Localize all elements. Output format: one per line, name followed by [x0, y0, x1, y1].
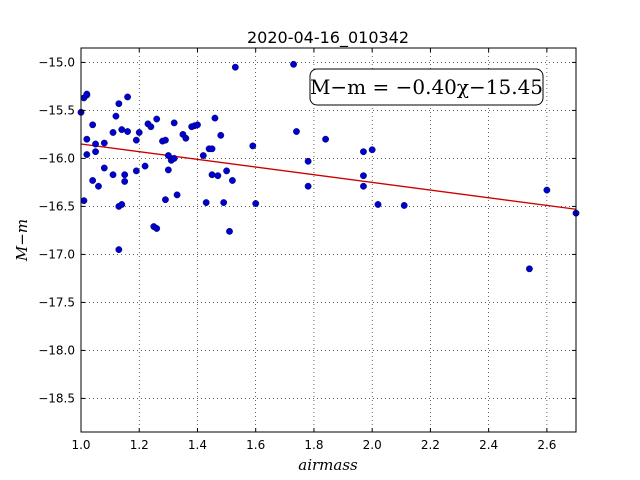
x-tick-label: 1.2 [130, 438, 149, 452]
x-tick-label: 1.8 [304, 438, 323, 452]
data-point [170, 119, 178, 127]
data-point [226, 227, 233, 235]
data-point [109, 129, 117, 136]
data-point [223, 167, 230, 175]
data-point [400, 202, 408, 209]
x-tick-label: 1.4 [188, 438, 207, 452]
data-point [182, 134, 190, 142]
annotation-text: M−m = −0.40χ−15.45 [310, 75, 543, 99]
data-point [231, 63, 239, 71]
data-point [153, 115, 161, 123]
data-point [214, 172, 222, 180]
data-point [368, 146, 376, 154]
data-point [211, 114, 219, 122]
data-point [229, 177, 236, 184]
data-point [153, 225, 161, 232]
data-point [118, 126, 126, 134]
data-point [360, 182, 367, 190]
data-point [293, 128, 300, 135]
data-point [95, 182, 102, 190]
fit-line [80, 143, 577, 210]
y-tick-label: −15.5 [38, 103, 75, 117]
data-point [115, 246, 123, 254]
data-point [121, 171, 129, 179]
annotation-box [309, 68, 544, 106]
y-tick-label: −17.0 [38, 247, 75, 261]
data-point [115, 100, 123, 108]
data-point [162, 136, 169, 144]
x-tick-label: 1.6 [246, 438, 265, 452]
data-point [217, 131, 225, 139]
data-point [208, 145, 216, 153]
data-point [526, 265, 533, 273]
y-tick-label: −16.5 [38, 199, 75, 213]
grid-lines [80, 48, 576, 432]
data-point [124, 128, 131, 135]
data-point [543, 186, 551, 194]
data-point [208, 171, 216, 179]
data-point [92, 148, 99, 156]
data-point [360, 148, 367, 156]
data-point [141, 162, 149, 170]
x-tick-label: 2.0 [363, 438, 382, 452]
y-tick-label: −18.0 [38, 343, 75, 357]
data-point [118, 201, 126, 208]
data-point [170, 154, 178, 162]
x-tick-label: 1.0 [71, 438, 90, 452]
x-tick-label: 2.2 [421, 438, 440, 452]
data-point [89, 177, 97, 184]
data-point [360, 172, 367, 180]
data-point [252, 200, 260, 207]
data-point [322, 135, 329, 143]
data-point [121, 178, 129, 185]
data-point [374, 201, 382, 208]
data-point [112, 112, 120, 120]
data-point [124, 93, 131, 101]
data-point [290, 60, 297, 68]
data-point [132, 136, 140, 144]
data-point [147, 123, 155, 131]
data-point [164, 166, 172, 174]
data-point [220, 199, 228, 206]
y-axis-ticks: −15.0 −15.5 −16.0 −16.5 −17.0 −17.5 −18.0 −18.5 [38, 55, 576, 405]
data-point [83, 90, 91, 98]
data-point [89, 121, 97, 129]
data-point [249, 142, 257, 150]
data-point [135, 129, 143, 136]
data-point [202, 199, 210, 206]
y-axis-label: M−m [13, 219, 31, 262]
fit-line-layer [80, 143, 577, 210]
data-point [304, 157, 312, 165]
data-point [92, 140, 99, 148]
data-point [100, 139, 108, 147]
data-point [100, 164, 108, 172]
data-point [304, 182, 312, 190]
data-point [132, 167, 140, 175]
data-point [80, 197, 88, 205]
y-tick-label: −17.5 [38, 295, 75, 309]
data-point [199, 152, 207, 159]
data-point [162, 196, 169, 204]
data-point [83, 135, 91, 143]
x-axis-label: airmass [298, 456, 358, 474]
data-point [109, 171, 117, 179]
data-points [77, 60, 580, 273]
data-point [83, 151, 91, 158]
plot-area-frame [80, 47, 577, 433]
y-tick-label: −15.0 [38, 55, 75, 69]
y-tick-label: −16.0 [38, 151, 75, 165]
chart-title: 2020-04-16_010342 [247, 28, 409, 48]
x-axis-ticks: 1.0 1.2 1.4 1.6 1.8 2.0 2.2 2.4 2.6 [71, 48, 556, 452]
x-tick-label: 2.4 [479, 438, 498, 452]
x-tick-label: 2.6 [537, 438, 556, 452]
data-point [173, 191, 181, 199]
y-tick-label: −18.5 [38, 391, 75, 405]
fit-annotation: M−m = −0.40χ−15.45 [309, 68, 544, 106]
data-point [194, 121, 201, 129]
